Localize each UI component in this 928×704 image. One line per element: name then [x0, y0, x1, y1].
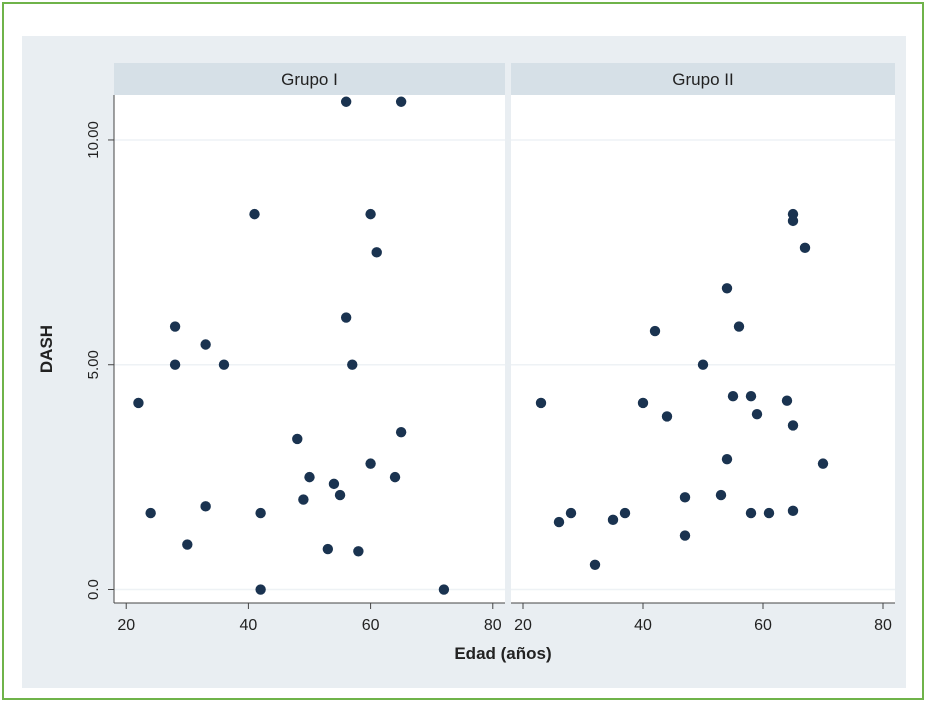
data-point-2-19: [751, 408, 763, 420]
x-tick-label-1-1: 40: [240, 617, 258, 634]
data-point-2-27: [817, 458, 829, 469]
data-point-1-17: [340, 96, 352, 107]
data-point-1-24: [389, 471, 401, 483]
data-point-2-12: [715, 489, 727, 501]
data-point-1-2: [169, 321, 181, 332]
data-point-1-1: [145, 507, 156, 519]
x-tick-label-2-1: 40: [634, 617, 652, 634]
data-point-1-22: [365, 458, 376, 469]
x-tick-label-1-3: 80: [484, 617, 502, 634]
data-point-2-20: [763, 507, 775, 519]
data-point-2-18: [745, 507, 757, 519]
data-point-1-18: [340, 312, 352, 323]
x-tick-label-2-2: 60: [754, 617, 772, 634]
data-point-2-26: [799, 242, 811, 254]
data-point-1-26: [395, 426, 407, 438]
data-point-1-13: [304, 471, 315, 483]
data-point-2-11: [697, 359, 709, 370]
data-point-1-25: [395, 96, 407, 107]
x-tick-label-2-3: 80: [874, 617, 892, 634]
data-point-2-6: [637, 397, 649, 409]
data-point-1-8: [249, 208, 260, 220]
data-point-2-14: [721, 453, 733, 465]
data-point-2-10: [679, 530, 691, 541]
data-point-2-8: [661, 411, 673, 422]
data-point-2-15: [727, 391, 739, 402]
data-point-2-17: [745, 391, 757, 402]
data-point-1-14: [322, 543, 334, 555]
scatter-chart: Grupo I 20 40 60 80 Grupo II 20 40 60 80 0.0 5.00 10…: [22, 36, 906, 688]
data-point-1-5: [200, 339, 211, 350]
data-point-1-3: [169, 359, 181, 370]
data-point-1-27: [438, 584, 450, 595]
data-point-2-13: [721, 283, 733, 294]
y-tick-label-0: 0.0: [85, 579, 102, 600]
data-point-1-9: [255, 507, 266, 519]
data-point-1-11: [292, 433, 303, 445]
data-point-2-21: [781, 395, 793, 406]
x-tick-label-1-0: 20: [117, 617, 135, 634]
data-point-2-4: [607, 514, 619, 526]
data-point-1-23: [371, 247, 382, 258]
panel-plot-area-2: [511, 95, 895, 603]
data-point-1-12: [298, 494, 309, 505]
data-point-1-4: [182, 539, 193, 550]
data-point-1-20: [353, 546, 364, 557]
data-point-2-1: [553, 516, 565, 528]
panel-strip-2: [511, 63, 895, 95]
x-tick-label-2-0: 20: [514, 617, 532, 634]
panel-plot-area-1: [114, 95, 505, 603]
data-point-2-25: [787, 505, 799, 517]
data-point-1-15: [328, 478, 340, 490]
y-tick-label-1: 5.00: [85, 350, 102, 379]
data-point-2-5: [619, 507, 631, 519]
data-point-2-23: [787, 215, 799, 227]
data-point-2-0: [535, 397, 547, 409]
data-point-1-21: [365, 208, 376, 220]
data-point-2-16: [733, 321, 745, 332]
data-point-1-6: [200, 501, 211, 512]
data-point-1-19: [347, 359, 358, 370]
data-point-2-7: [649, 325, 661, 337]
data-point-1-10: [255, 584, 266, 595]
data-point-1-0: [133, 397, 144, 409]
panel-strip-1: [114, 63, 505, 95]
panel-title-1: Grupo I: [281, 70, 338, 89]
x-axis-title: Edad (años): [454, 644, 551, 663]
y-axis-title: DASH: [37, 325, 56, 373]
panel-title-2: Grupo II: [672, 70, 733, 89]
data-point-1-7: [218, 359, 230, 370]
data-point-1-16: [334, 489, 346, 501]
y-tick-label-2: 10.00: [85, 121, 102, 159]
data-point-2-9: [679, 492, 691, 503]
data-point-2-2: [565, 507, 577, 519]
x-tick-label-1-2: 60: [362, 617, 380, 634]
data-point-2-3: [589, 559, 601, 570]
data-point-2-24: [787, 420, 799, 431]
